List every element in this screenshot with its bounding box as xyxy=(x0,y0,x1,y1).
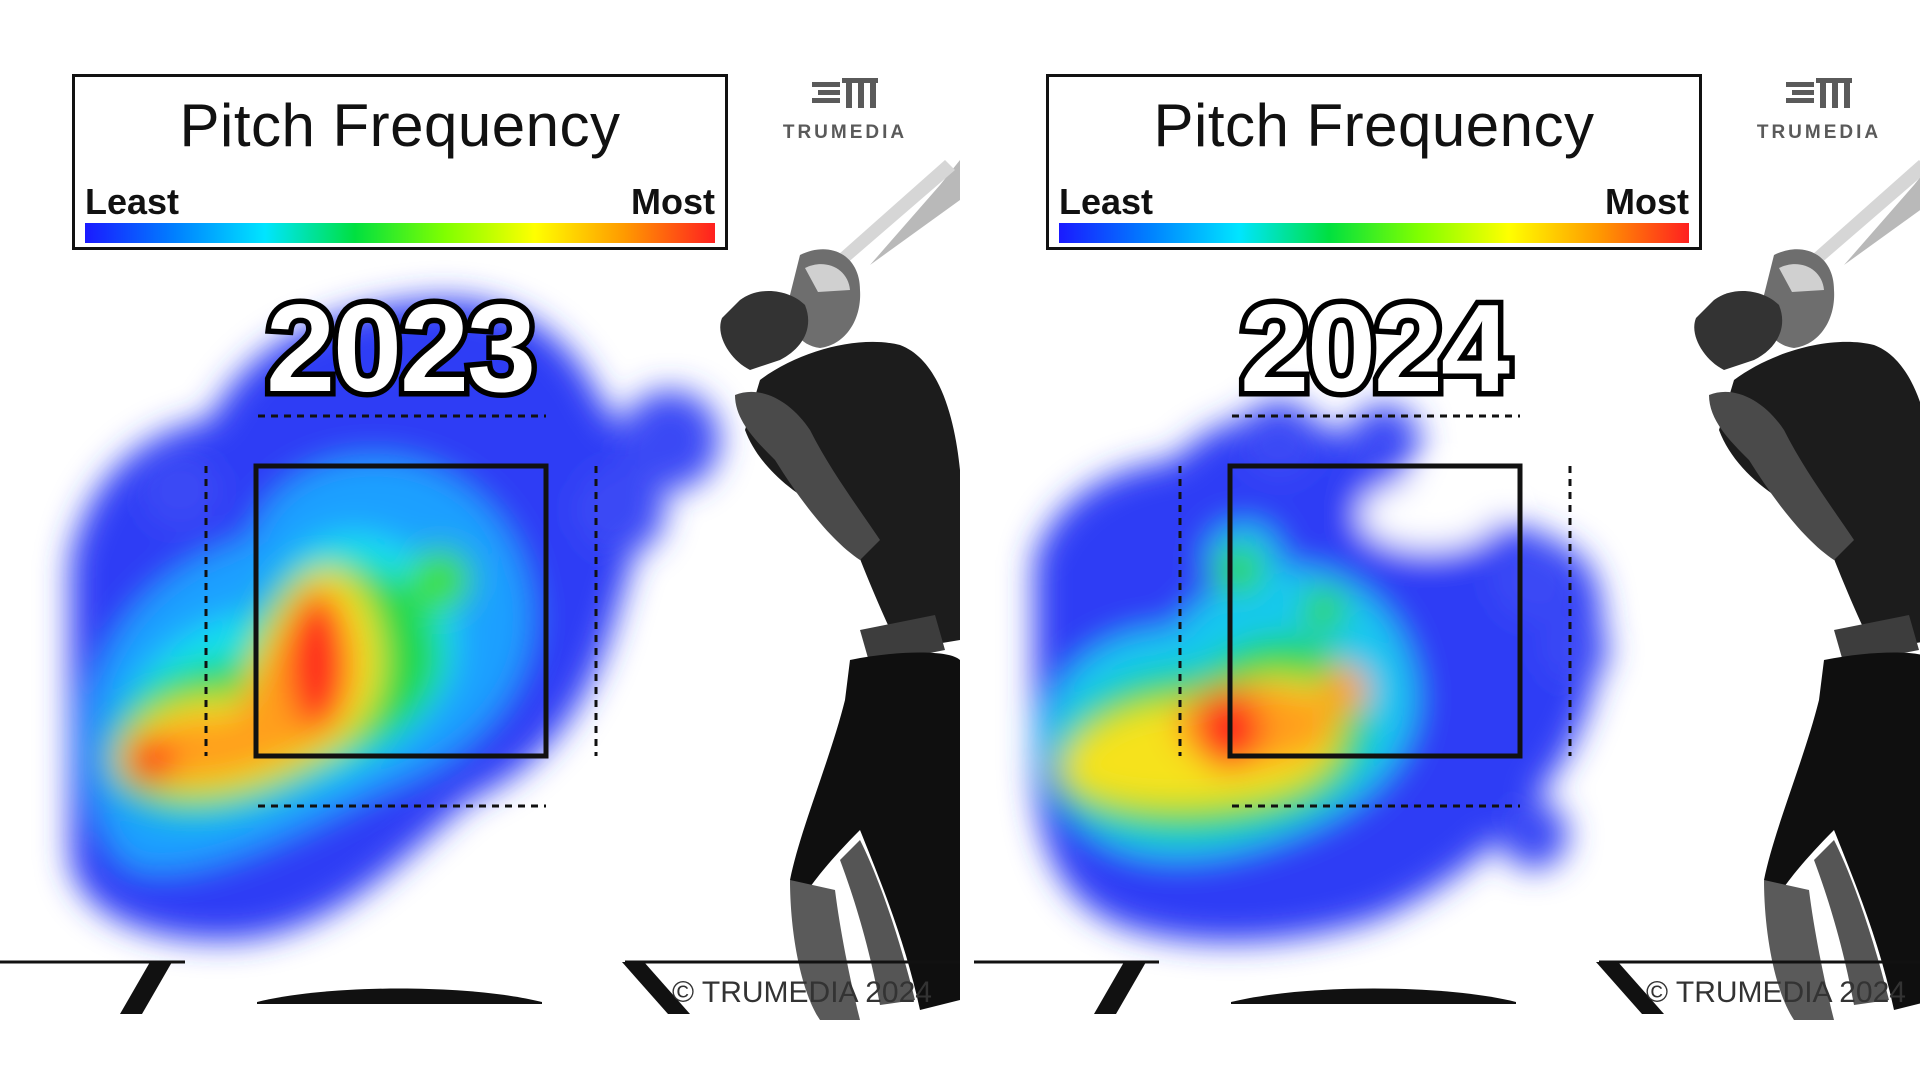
legend-colorbar xyxy=(85,223,715,243)
trumedia-logo-icon xyxy=(812,78,878,108)
heat-blob xyxy=(408,548,472,612)
legend-low-label: Least xyxy=(85,181,180,222)
batters-box-line-left xyxy=(1094,962,1146,1014)
heatmap-panel-2023: Pitch Frequency Least Most TRUMEDIA 2023… xyxy=(0,72,960,1020)
heat-blob xyxy=(575,465,665,555)
heat-blob xyxy=(140,450,220,530)
batters-box-line-right xyxy=(622,962,690,1014)
trumedia-wordmark: TRUMEDIA xyxy=(782,122,908,143)
legend-title: Pitch Frequency xyxy=(179,92,621,159)
heat-layer-2024 xyxy=(1034,400,1608,943)
heat-blob xyxy=(1215,546,1263,594)
copyright-text: © TRUMEDIA 2024 xyxy=(672,976,932,1009)
batters-box-line-left xyxy=(120,962,172,1014)
year-label: 2024 xyxy=(1235,275,1516,424)
heat-blob xyxy=(1239,400,1319,480)
legend-title: Pitch Frequency xyxy=(1153,92,1595,159)
batters-box-line-right xyxy=(1596,962,1664,1014)
heat-blob xyxy=(1500,801,1568,869)
home-plate xyxy=(1231,988,1516,1004)
heat-layer-2023 xyxy=(70,298,720,941)
heatmap-panel-2024: Pitch Frequency Least Most TRUMEDIA 2024… xyxy=(974,0,1920,1080)
home-plate xyxy=(257,988,542,1004)
legend-low-label: Least xyxy=(1059,181,1154,222)
strike-zone xyxy=(1227,463,1523,759)
heat-blob xyxy=(1492,538,1576,622)
trumedia-wordmark: TRUMEDIA xyxy=(1756,122,1882,143)
legend: Pitch Frequency Least Most xyxy=(72,74,728,250)
heat-blob xyxy=(288,590,348,730)
heatmap-figure-2024 xyxy=(974,160,1920,1020)
trumedia-logo: TRUMEDIA xyxy=(770,72,920,152)
heatmap-figure-2023 xyxy=(0,160,960,1020)
trumedia-logo-icon xyxy=(1786,78,1852,108)
year-label: 2023 xyxy=(261,275,542,424)
strike-zone xyxy=(253,463,549,759)
heat-blob xyxy=(1540,616,1608,684)
heat-blob xyxy=(1302,588,1346,632)
legend-colorbar xyxy=(1059,223,1689,243)
heat-blob xyxy=(620,390,720,490)
heat-blob xyxy=(1320,666,1368,714)
legend-high-label: Most xyxy=(631,181,715,222)
heat-blob xyxy=(126,736,174,784)
copyright-text: © TRUMEDIA 2024 xyxy=(1646,976,1906,1009)
batter-silhouette xyxy=(1694,160,1920,1020)
heat-blob xyxy=(1348,404,1420,476)
heat-gap xyxy=(1359,480,1499,550)
batter-silhouette xyxy=(720,160,960,1020)
legend-high-label: Most xyxy=(1605,181,1689,222)
trumedia-logo: TRUMEDIA xyxy=(1744,72,1894,152)
legend: Pitch Frequency Least Most xyxy=(1046,74,1702,250)
